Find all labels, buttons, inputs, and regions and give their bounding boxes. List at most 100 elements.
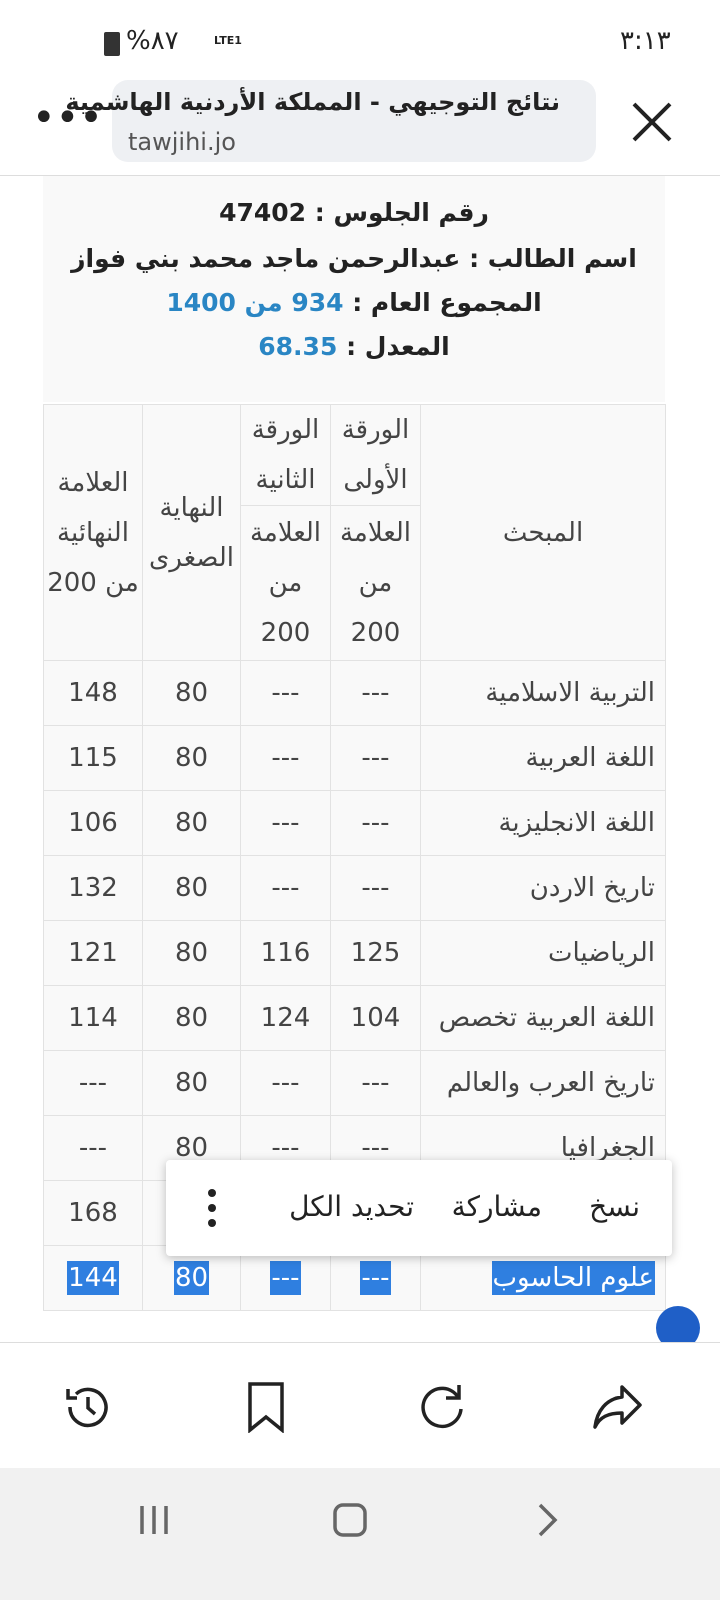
final-text: 132 — [68, 873, 118, 903]
paper2-text: --- — [271, 808, 300, 838]
header-row: العلامة من 200 العلامة من 200 — [44, 505, 666, 661]
header-paper1: الورقة الأولى — [330, 404, 421, 506]
header-final: العلامة النهائية من 200 — [43, 404, 143, 661]
final-cell: 115 — [43, 725, 143, 791]
page-title: نتائج التوجيهي - المملكة الأردنية الهاشم… — [65, 88, 560, 116]
min-text: 80 — [174, 1068, 209, 1098]
final-cell: --- — [43, 1050, 143, 1116]
copy[interactable]: نسخ — [589, 1190, 640, 1223]
paper1-text: 125 — [350, 938, 401, 968]
student-name: عبدالرحمن ماجد محمد بني فواز — [71, 244, 461, 273]
final-text: 114 — [68, 1003, 118, 1033]
paper2-text: 116 — [260, 938, 311, 968]
subject-text: علوم الحاسوب — [491, 1261, 655, 1295]
table-row: --- 80 --- --- تاريخ العرب والعالم — [43, 1050, 666, 1116]
subject-cell: التربية الاسلامية — [420, 660, 666, 726]
network: LTE1 — [214, 34, 242, 47]
paper1-cell: --- — [330, 1050, 421, 1116]
share-button[interactable] — [592, 1383, 644, 1431]
paper1-text: --- — [361, 808, 390, 838]
close-button[interactable] — [630, 100, 674, 144]
paper2-text: --- — [270, 1261, 301, 1295]
subject-cell: تاريخ الاردن — [420, 855, 666, 921]
paper1-text: --- — [361, 1133, 390, 1163]
header-min: النهاية الصغرى — [142, 404, 241, 661]
recents-button[interactable] — [136, 1502, 172, 1538]
subject-text: اللغة العربية تخصص — [438, 1003, 655, 1033]
average-label: المعدل : — [346, 332, 450, 361]
paper2-text: --- — [271, 1068, 300, 1098]
paper2-cell: --- — [240, 725, 331, 791]
subject-cell: تاريخ العرب والعالم — [420, 1050, 666, 1116]
table-row: 106 80 --- --- اللغة الانجليزية — [43, 790, 666, 856]
min-text: 80 — [174, 1003, 209, 1033]
subject-cell: اللغة الانجليزية — [420, 790, 666, 856]
paper1-cell: --- — [330, 855, 421, 921]
seat-label: رقم الجلوس : — [314, 198, 489, 227]
share[interactable]: مشاركة — [451, 1190, 542, 1223]
paper1-text: --- — [360, 1261, 391, 1295]
paper2-cell: --- — [240, 660, 331, 726]
paper1-cell: 104 — [330, 985, 421, 1051]
total-label: المجموع العام : — [352, 288, 542, 317]
paper1-cell: 125 — [330, 920, 421, 986]
subject-text: تاريخ العرب والعالم — [446, 1068, 655, 1098]
subject-cell: علوم الحاسوب — [420, 1245, 666, 1311]
min-text: 80 — [174, 938, 209, 968]
home-button[interactable] — [332, 1502, 368, 1538]
subject-cell: الرياضيات — [420, 920, 666, 986]
min-text: 80 — [174, 678, 209, 708]
paper2-cell: --- — [240, 1050, 331, 1116]
header-subject: المبحث — [420, 404, 666, 661]
url: tawjihi.jo — [128, 128, 236, 156]
subject-text: اللغة الانجليزية — [498, 808, 655, 838]
back-button[interactable] — [536, 1502, 560, 1538]
paper2-text: --- — [271, 678, 300, 708]
paper2-cell: --- — [240, 790, 331, 856]
min-text: 80 — [173, 1261, 210, 1295]
paper1-text: 104 — [350, 1003, 401, 1033]
min-text: 80 — [174, 808, 209, 838]
min-cell: 80 — [142, 790, 241, 856]
paper2-text: --- — [271, 743, 300, 773]
paper2-cell: 116 — [240, 920, 331, 986]
seat-number: 47402 — [219, 198, 307, 227]
paper1-cell: --- — [330, 790, 421, 856]
student-info: رقم الجلوس : 47402 اسم الطالب : عبدالرحم… — [43, 176, 665, 402]
more-options[interactable] — [204, 1188, 220, 1228]
final-text: --- — [78, 1068, 108, 1098]
min-cell: 80 — [142, 855, 241, 921]
subject-text: اللغة العربية — [525, 743, 655, 773]
paper2-cell: --- — [240, 1245, 331, 1311]
subject-text: الرياضيات — [548, 938, 655, 968]
final-text: 121 — [68, 938, 118, 968]
min-cell: 80 — [142, 1245, 241, 1311]
min-cell: 80 — [142, 985, 241, 1051]
subject-text: تاريخ الاردن — [529, 873, 655, 903]
seat-line: رقم الجلوس : 47402 — [43, 198, 665, 227]
paper2-text: --- — [271, 873, 300, 903]
min-text: 80 — [174, 873, 209, 903]
table-row: 115 80 --- --- اللغة العربية — [43, 725, 666, 791]
min-cell: 80 — [142, 1050, 241, 1116]
header-row: العلامة النهائية من 200 النهاية الصغرى ا… — [43, 404, 666, 661]
subject-text: التربية الاسلامية — [485, 678, 655, 708]
name-label: اسم الطالب : — [469, 244, 637, 273]
paper1-cell: --- — [330, 660, 421, 726]
paper1-text: --- — [361, 743, 390, 773]
context-menu: نسخ مشاركة تحديد الكل — [166, 1160, 672, 1256]
divider — [0, 175, 720, 176]
min-cell: 80 — [142, 660, 241, 726]
bookmark-button[interactable] — [246, 1381, 286, 1433]
select-all[interactable]: تحديد الكل — [289, 1190, 414, 1223]
url-box[interactable]: نتائج التوجيهي - المملكة الأردنية الهاشم… — [65, 80, 596, 162]
final-cell: 114 — [43, 985, 143, 1051]
final-text: 115 — [68, 743, 118, 773]
paper2-text: 124 — [260, 1003, 311, 1033]
history-button[interactable] — [62, 1381, 114, 1433]
final-text: 106 — [68, 808, 118, 838]
table-row: 121 80 116 125 الرياضيات — [43, 920, 666, 986]
reload-button[interactable] — [416, 1381, 468, 1433]
